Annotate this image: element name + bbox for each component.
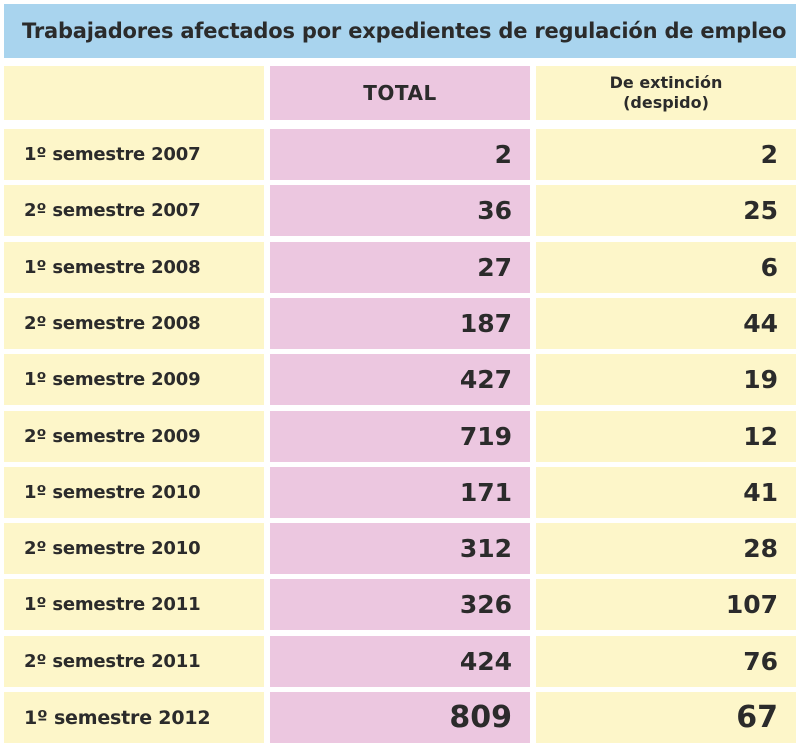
table-cell: 67 [536,692,796,743]
row-extincion-value: 12 [743,422,778,451]
table-cell: 27 [270,242,530,293]
table-cell: 44 [536,298,796,349]
row-total-value: 719 [459,422,512,451]
table-cell: 2º semestre 2008 [4,298,264,349]
table-cell: 2º semestre 2007 [4,185,264,236]
row-label: 2º semestre 2008 [24,313,201,334]
row-extincion-value: 28 [743,534,778,563]
row-label: 1º semestre 2011 [24,594,201,615]
table-cell: 719 [270,411,530,462]
table-cell: 19 [536,354,796,405]
row-total-value: 2 [494,140,512,169]
table-cell: 809 [270,692,530,743]
row-total-value: 427 [459,365,512,394]
row-label: 1º semestre 2010 [24,482,201,503]
table-cell: 12 [536,411,796,462]
row-extincion-value: 19 [743,365,778,394]
row-extincion-value: 107 [725,590,778,619]
header-total-cell: TOTAL [270,66,530,120]
table-cell: 28 [536,523,796,574]
table-cell: 107 [536,579,796,630]
row-label: 1º semestre 2009 [24,369,201,390]
row-total-value: 326 [459,590,512,619]
row-extincion-value: 44 [743,309,778,338]
row-extincion-value: 41 [743,478,778,507]
row-total-value: 312 [459,534,512,563]
table-cell: 1º semestre 2011 [4,579,264,630]
table-cell: 171 [270,467,530,518]
header-extincion: De extinción (despido) [609,73,723,112]
row-extincion-value: 25 [743,196,778,225]
row-extincion-value: 2 [760,140,778,169]
row-total-value: 187 [459,309,512,338]
table-cell: 1º semestre 2010 [4,467,264,518]
row-extincion-value: 6 [760,253,778,282]
row-label: 2º semestre 2011 [24,651,201,672]
table-cell: 312 [270,523,530,574]
table-cell: 1º semestre 2012 [4,692,264,743]
row-label: 1º semestre 2012 [24,706,211,729]
table-cell: 326 [270,579,530,630]
table-cell: 36 [270,185,530,236]
table-cell: 25 [536,185,796,236]
row-total-value: 27 [477,253,512,282]
table-cell: 1º semestre 2009 [4,354,264,405]
row-label: 2º semestre 2009 [24,426,201,447]
table-cell: 424 [270,636,530,687]
table-cell: 1º semestre 2007 [4,129,264,180]
table-cell: 2 [536,129,796,180]
table-cell: 2º semestre 2010 [4,523,264,574]
table-cell: 1º semestre 2008 [4,242,264,293]
row-label: 2º semestre 2007 [24,200,201,221]
table-title-bar: Trabajadores afectados por expedientes d… [4,4,796,58]
table-cell: 76 [536,636,796,687]
row-total-value: 36 [477,196,512,225]
row-label: 1º semestre 2008 [24,257,201,278]
header-extincion-cell: De extinción (despido) [536,66,796,120]
header-label-cell [4,66,264,120]
table-cell: 6 [536,242,796,293]
row-extincion-value: 67 [736,700,778,735]
row-total-value: 809 [449,700,512,735]
row-label: 2º semestre 2010 [24,538,201,559]
row-total-value: 424 [459,647,512,676]
table-cell: 2 [270,129,530,180]
header-total: TOTAL [363,81,437,105]
row-extincion-value: 76 [743,647,778,676]
table-cell: 427 [270,354,530,405]
table-cell: 187 [270,298,530,349]
row-total-value: 171 [459,478,512,507]
table-cell: 2º semestre 2009 [4,411,264,462]
table-title: Trabajadores afectados por expedientes d… [22,19,787,43]
row-label: 1º semestre 2007 [24,144,201,165]
table-cell: 2º semestre 2011 [4,636,264,687]
table-cell: 41 [536,467,796,518]
